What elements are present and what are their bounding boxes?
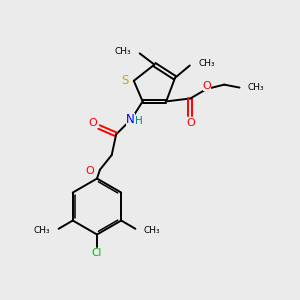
Text: CH₃: CH₃	[199, 59, 215, 68]
Text: O: O	[186, 118, 195, 128]
Text: O: O	[203, 80, 212, 91]
Text: Cl: Cl	[92, 248, 102, 258]
Text: H: H	[135, 116, 143, 126]
Text: O: O	[89, 118, 98, 128]
Text: CH₃: CH₃	[248, 83, 264, 92]
Text: S: S	[121, 74, 128, 87]
Text: N: N	[126, 112, 135, 126]
Text: CH₃: CH₃	[34, 226, 50, 235]
Text: CH₃: CH₃	[114, 47, 131, 56]
Text: O: O	[85, 166, 94, 176]
Text: CH₃: CH₃	[144, 226, 160, 235]
